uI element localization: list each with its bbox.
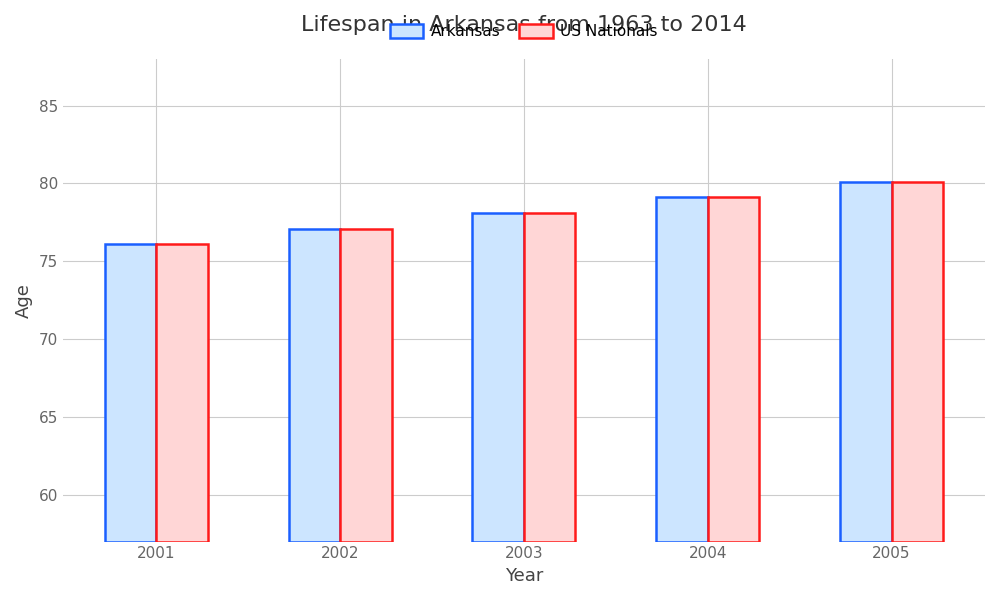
Bar xyxy=(340,229,392,542)
Bar xyxy=(472,213,524,542)
Bar xyxy=(708,197,759,542)
Bar xyxy=(656,197,708,542)
Bar xyxy=(105,244,156,542)
Bar xyxy=(840,182,892,542)
Title: Lifespan in Arkansas from 1963 to 2014: Lifespan in Arkansas from 1963 to 2014 xyxy=(301,15,747,35)
Y-axis label: Age: Age xyxy=(15,283,33,317)
Bar xyxy=(289,229,340,542)
X-axis label: Year: Year xyxy=(505,567,543,585)
Bar xyxy=(524,213,575,542)
Bar xyxy=(892,182,943,542)
Bar xyxy=(156,244,208,542)
Legend: Arkansas, US Nationals: Arkansas, US Nationals xyxy=(384,18,664,46)
